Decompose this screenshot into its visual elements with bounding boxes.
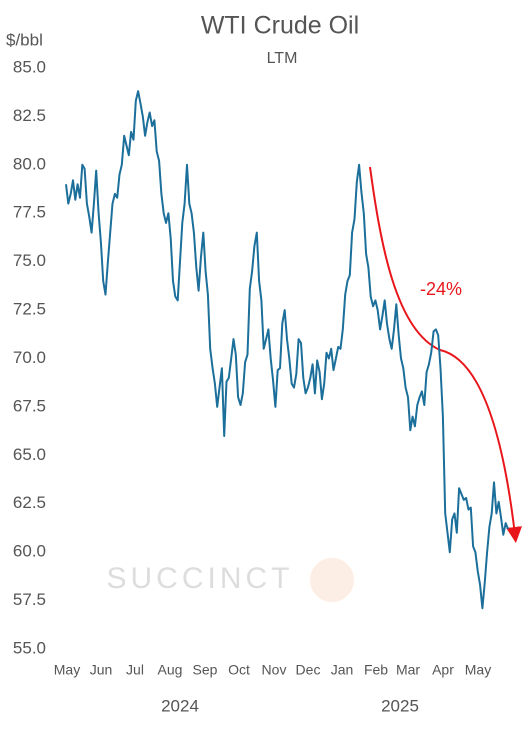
x-tick-label: May bbox=[54, 662, 80, 678]
x-tick-label: Nov bbox=[262, 662, 287, 678]
watermark: SUCCINCT bbox=[107, 562, 294, 595]
y-tick-label: 82.5 bbox=[13, 106, 46, 125]
x-tick-label: Jan bbox=[331, 662, 354, 678]
y-tick-label: 72.5 bbox=[13, 300, 46, 319]
chart-title: WTI Crude Oil bbox=[201, 12, 359, 40]
x-tick-label: Dec bbox=[296, 662, 321, 678]
x-tick-label: Mar bbox=[396, 662, 420, 678]
x-tick-label: Apr bbox=[432, 662, 454, 678]
y-tick-label: 55.0 bbox=[13, 638, 46, 657]
x-tick-label: Feb bbox=[364, 662, 388, 678]
x-tick-label: May bbox=[465, 662, 491, 678]
watermark-icon bbox=[310, 558, 354, 602]
y-tick-label: 77.5 bbox=[13, 203, 46, 222]
y-axis-label: $/bbl bbox=[6, 30, 43, 49]
x-tick-label: Oct bbox=[228, 662, 250, 678]
y-tick-label: 60.0 bbox=[13, 542, 46, 561]
y-tick-label: 70.0 bbox=[13, 348, 46, 367]
trend-arrow bbox=[369, 166, 523, 543]
y-tick-label: 62.5 bbox=[13, 493, 46, 512]
year-label: 2025 bbox=[381, 696, 419, 715]
y-tick-label: 57.5 bbox=[13, 590, 46, 609]
y-tick-label: 80.0 bbox=[13, 154, 46, 173]
x-tick-label: Sep bbox=[193, 662, 218, 678]
y-tick-label: 65.0 bbox=[13, 445, 46, 464]
year-label: 2024 bbox=[161, 696, 199, 715]
chart-subtitle: LTM bbox=[267, 50, 298, 67]
x-tick-label: Jun bbox=[90, 662, 113, 678]
x-tick-label: Jul bbox=[126, 662, 144, 678]
y-tick-label: 75.0 bbox=[13, 251, 46, 270]
x-tick-label: Aug bbox=[158, 662, 183, 678]
annotation: -24% bbox=[420, 279, 462, 299]
y-tick-label: 85.0 bbox=[13, 57, 46, 76]
y-tick-label: 67.5 bbox=[13, 396, 46, 415]
price-line bbox=[65, 90, 509, 610]
